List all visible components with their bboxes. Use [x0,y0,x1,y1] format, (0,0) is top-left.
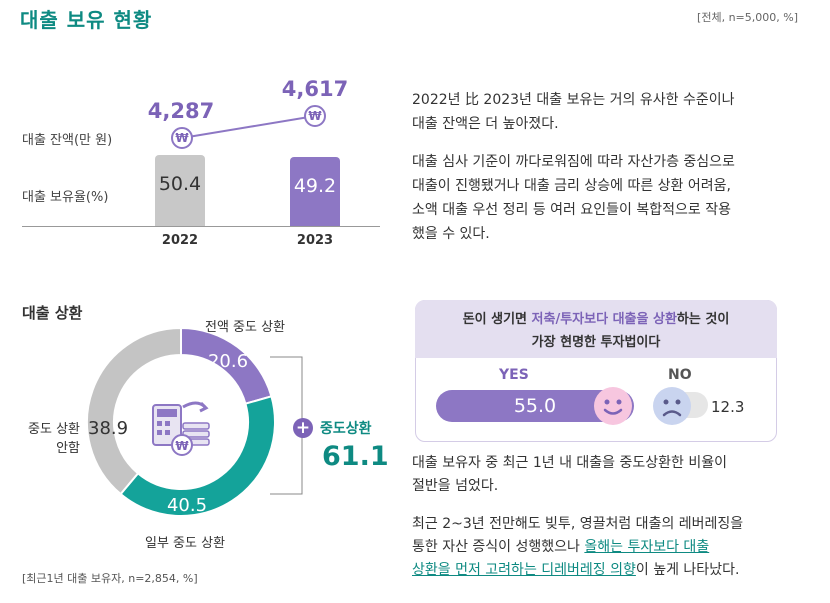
year-2022: 2022 [161,233,199,248]
slice-label-full: 전액 중도 상환 [205,320,286,335]
question-line-1: 돈이 생기면 저축/투자보다 대출을 상환하는 것이 [415,308,777,327]
no-label: NO [668,367,692,383]
rate-value-2022: 50.4 [158,173,202,196]
text-line: 대출 보유자 중 최근 1년 내 대출을 중도상환한 비율이 [412,455,727,471]
repay-donut-chart [86,326,276,517]
slice-value-none: 38.9 [88,418,129,439]
rate-label: 대출 보유율(%) [22,190,109,205]
text-line: 소액 대출 우선 정리 등 여러 요인들이 복합적으로 작용 [412,202,731,218]
mid-repay-label: 중도상환 [320,421,372,437]
rate-value-2023: 49.2 [293,175,337,198]
balance-value-2023: 4,617 [281,77,349,101]
won-coin-icon: ₩ [304,105,326,127]
text-line: 했을 수 있다. [412,226,490,242]
highlight-text: 올해는 투자보다 대출 [584,539,710,555]
repay-section-title: 대출 상환 [22,304,83,322]
text-line: 대출이 진행됐거나 대출 금리 상승에 따른 상환 어려움, [412,178,731,194]
rate-bar-2023: 49.2 [290,157,340,226]
text-segment: 이 높게 나타났다. [635,562,740,578]
text-line: 2022년 比 2023년 대출 보유는 거의 유사한 수준이나 [412,92,735,108]
text-segment: 통한 자산 증식이 성행했으나 [412,539,585,555]
plus-icon: + [293,418,313,438]
question-line-2: 가장 현명한 투자법이다 [531,335,661,350]
won-coin-icon: ₩ [171,127,193,149]
donut-slice-none [86,326,182,496]
question-text: 돈이 생기면 [462,312,532,327]
repay-sample-note: [최근1년 대출 보유자, n=2,854, %] [22,572,198,585]
text-line: 통한 자산 증식이 성행했으나 올해는 투자보다 대출 [412,536,782,559]
yes-value: 55.0 [513,395,557,417]
highlight-text: 상환을 먼저 고려하는 디레버레징 의향 [412,562,636,578]
year-2023: 2023 [296,233,334,248]
question-text: 하는 것이 [676,312,730,327]
balance-value-2022: 4,287 [147,99,215,123]
repay-paragraph-1: 대출 보유자 중 최근 1년 내 대출을 중도상환한 비율이 절반을 넘었다. [412,452,782,498]
summary-paragraph-2: 대출 심사 기준이 까다로워짐에 따라 자산가층 중심으로 대출이 진행됐거나 … [412,150,787,246]
slice-label-partial: 일부 중도 상환 [145,536,226,551]
text-line: 최근 2~3년 전만해도 빚투, 영끌처럼 대출의 레버레징을 [412,516,744,532]
repay-paragraph-2: 최근 2~3년 전만해도 빚투, 영끌처럼 대출의 레버레징을 통한 자산 증식… [412,513,782,582]
svg-text:₩: ₩ [175,439,189,453]
survey-question-header: 돈이 생기면 저축/투자보다 대출을 상환하는 것이 가장 현명한 투자법이다 [415,300,777,358]
balance-trend-line [181,115,316,139]
smile-face-icon [594,387,632,425]
text-line: 상환을 먼저 고려하는 디레버레징 의향이 높게 나타났다. [412,559,782,582]
donut-slice-partial [119,395,276,517]
sample-note: [전체, n=5,000, %] [697,11,798,24]
mid-repay-value: 61.1 [322,441,389,472]
x-axis-line [22,226,380,227]
question-highlight: 저축/투자보다 대출을 상환 [531,312,677,327]
slice-value-full: 20.6 [207,351,249,372]
yes-label: YES [499,367,529,383]
no-value: 12.3 [711,398,745,416]
text-line: 대출 심사 기준이 까다로워짐에 따라 자산가층 중심으로 [412,154,735,170]
slice-label-none: 중도 상환 안함 [28,422,80,456]
rate-bar-2022: 50.4 [155,155,205,226]
calculator-coins-icon: ₩ [152,401,210,456]
slice-value-partial: 40.5 [166,495,208,516]
summary-paragraph-1: 2022년 比 2023년 대출 보유는 거의 유사한 수준이나 대출 잔액은 … [412,88,787,136]
text-line: 절반을 넘었다. [412,478,499,494]
balance-label: 대출 잔액(만 원) [22,133,113,148]
text-line: 대출 잔액은 더 높아졌다. [412,116,559,132]
frown-face-icon [653,387,691,425]
page-title: 대출 보유 현황 [20,8,153,32]
